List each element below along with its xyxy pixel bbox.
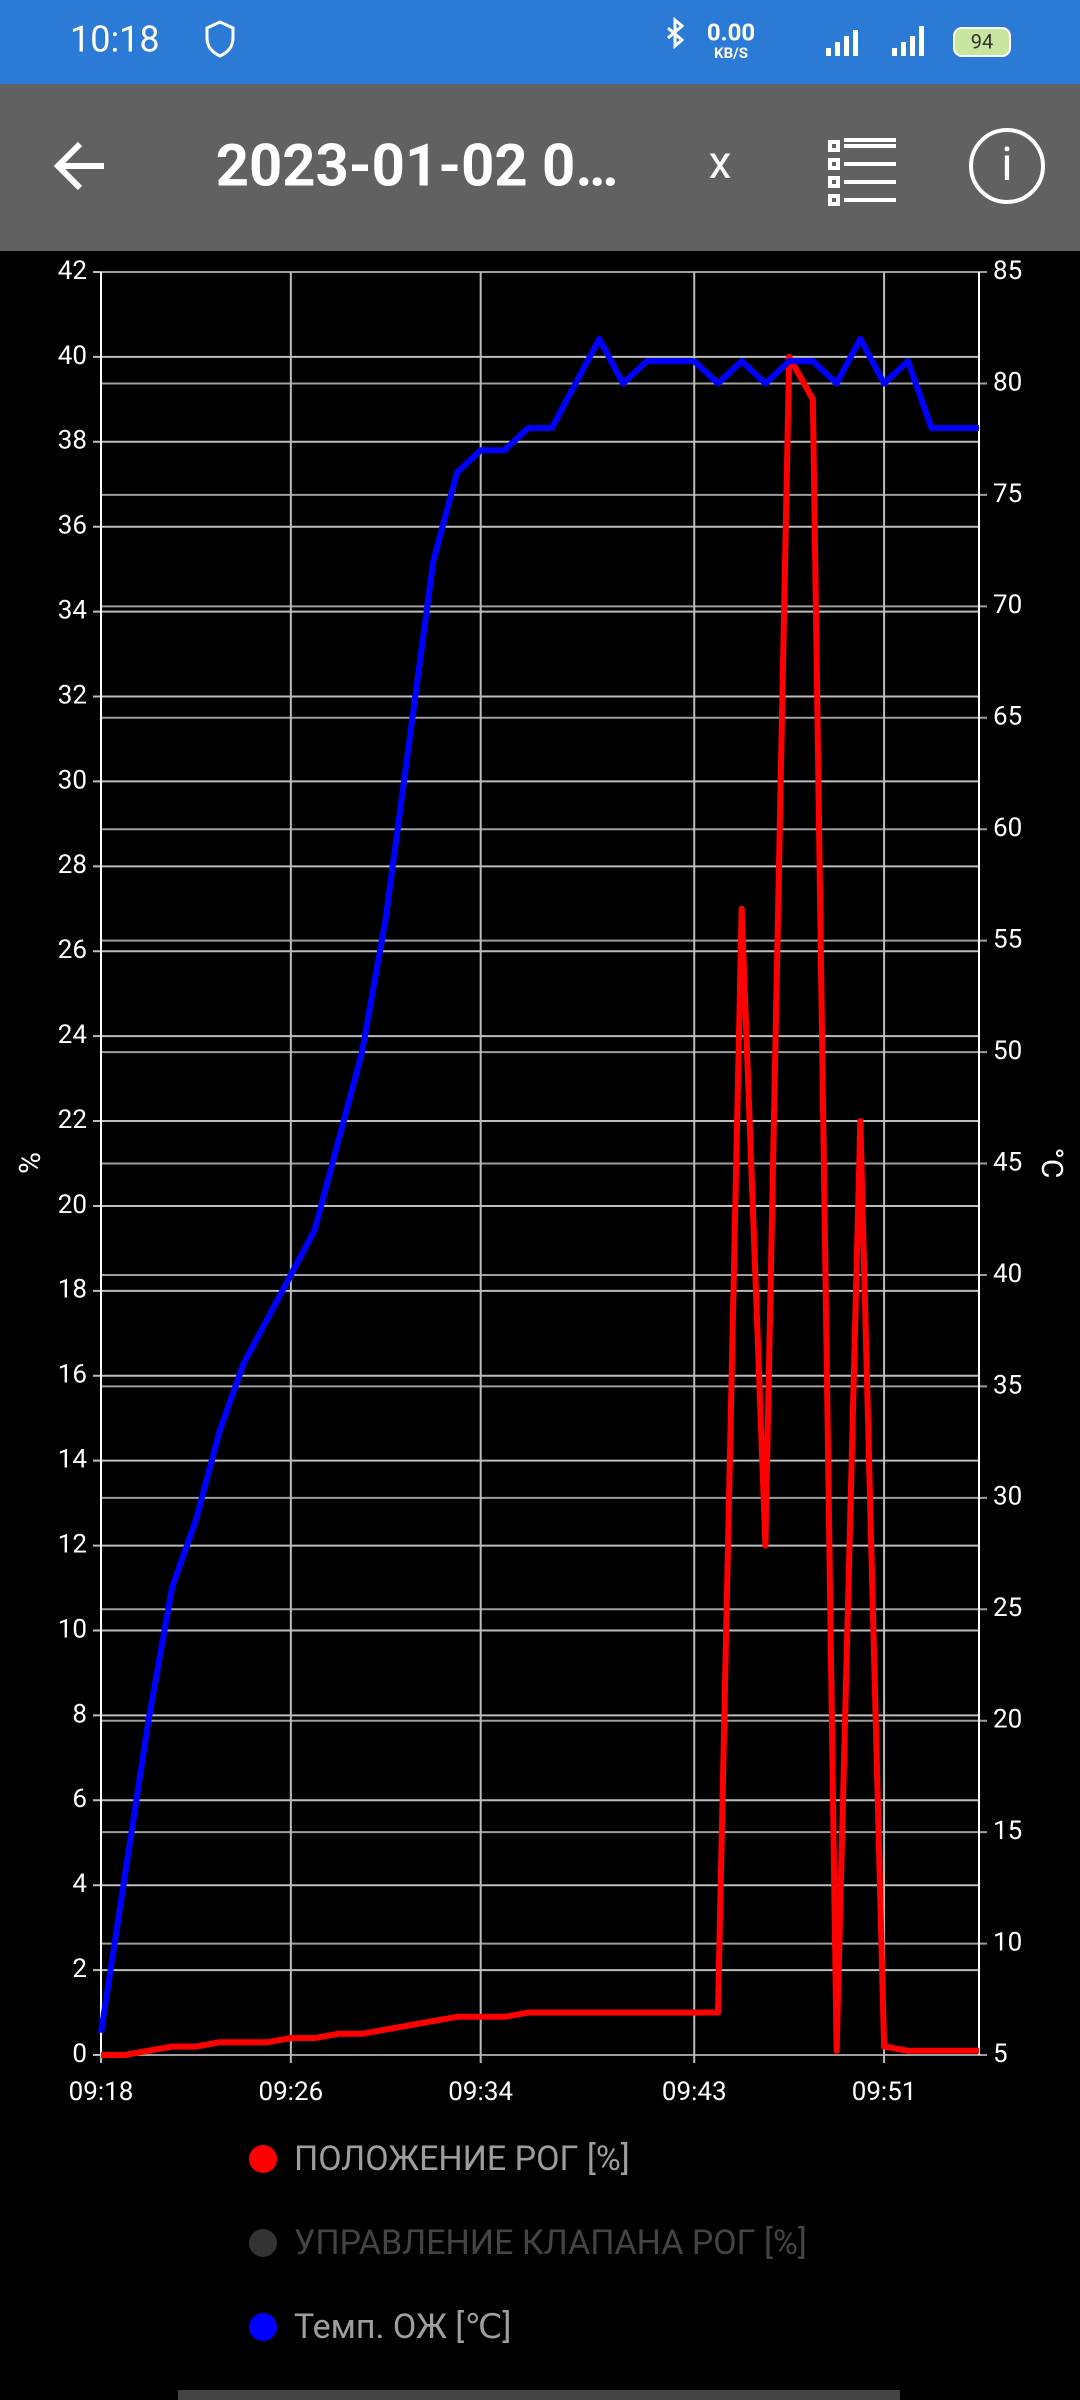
legend-marker [249,2313,277,2341]
y2-tick-label: 40 [993,1259,1022,1289]
y2-tick-label: 75 [993,479,1022,509]
y2-tick-label: 55 [993,925,1022,955]
y-tick-label: 38 [58,426,87,456]
y2-tick-label: 30 [993,1482,1022,1512]
y2-tick-label: 10 [993,1927,1022,1957]
legend-label: Темп. ОЖ [℃] [294,2307,511,2347]
app-title: 2023-01-02 0… [216,132,619,200]
nav-bar [178,2390,900,2400]
y-tick-label: 26 [58,935,87,965]
status-time: 10:18 [70,19,160,61]
y-tick-label: 18 [58,1275,87,1305]
net-speed-unit: KB/S [714,44,748,62]
y2-tick-label: 25 [993,1593,1022,1623]
x-tick-label: 09:18 [69,2077,134,2107]
y-tick-label: 36 [58,511,87,541]
y-tick-label: 42 [58,256,87,286]
y-tick-label: 2 [72,1954,87,1984]
y-tick-label: 32 [58,680,87,710]
x-tick-label: 09:34 [448,2077,513,2107]
y2-tick-label: 65 [993,702,1022,732]
y2-tick-label: 15 [993,1816,1022,1846]
legend-label: УПРАВЛЕНИЕ КЛАПАНА РОГ [%] [294,2223,807,2263]
y-tick-label: 20 [58,1190,87,1220]
y2-tick-label: 45 [993,1147,1022,1177]
x-tick-label: 09:26 [258,2077,323,2107]
y-tick-label: 22 [58,1105,87,1135]
bluetooth-icon [667,16,685,50]
x-tick-label: 09:51 [852,2077,917,2107]
series-line [101,353,979,2058]
y-tick-label: 16 [58,1360,87,1390]
y2-tick-label: 60 [993,813,1022,843]
y-tick-label: 24 [58,1020,88,1050]
y-tick-label: 14 [58,1445,88,1475]
legend-marker [249,2229,277,2257]
net-speed: 0.00 [707,18,755,46]
list-button[interactable] [828,138,896,206]
y2-tick-label: 50 [993,1036,1022,1066]
y2-tick-label: 20 [993,1705,1022,1735]
status-bar [0,0,1080,84]
close-button[interactable]: x [709,136,732,190]
y-tick-label: 6 [72,1784,87,1814]
y-tick-label: 0 [72,2039,87,2069]
y-tick-label: 10 [58,1614,87,1644]
y2-tick-label: 35 [993,1370,1022,1400]
series-line [98,335,979,2034]
y-axis-label: % [13,1152,48,1174]
battery-icon [953,27,1011,57]
y2-tick-label: 5 [993,2039,1008,2069]
app-bar [0,84,1080,251]
back-button[interactable] [53,141,104,191]
y-tick-label: 4 [72,1869,87,1899]
legend-marker [249,2145,277,2173]
y2-tick-label: 85 [993,256,1022,286]
y-tick-label: 40 [58,341,87,371]
y-tick-label: 28 [58,850,87,880]
info-button[interactable] [969,128,1045,204]
y2-tick-label: 80 [993,367,1022,397]
legend-label: ПОЛОЖЕНИЕ РОГ [%] [294,2139,630,2179]
x-tick-label: 09:43 [662,2077,727,2107]
y-tick-label: 34 [58,595,88,625]
battery-level: 94 [971,29,993,53]
info-icon: i [1001,138,1012,192]
y-tick-label: 8 [72,1699,87,1729]
y-tick-label: 12 [58,1529,87,1559]
y-tick-label: 30 [58,765,87,795]
y2-axis-label: °C [1034,1148,1069,1179]
signal-icons [826,26,924,56]
y2-tick-label: 70 [993,590,1022,620]
shield-icon [205,20,235,58]
